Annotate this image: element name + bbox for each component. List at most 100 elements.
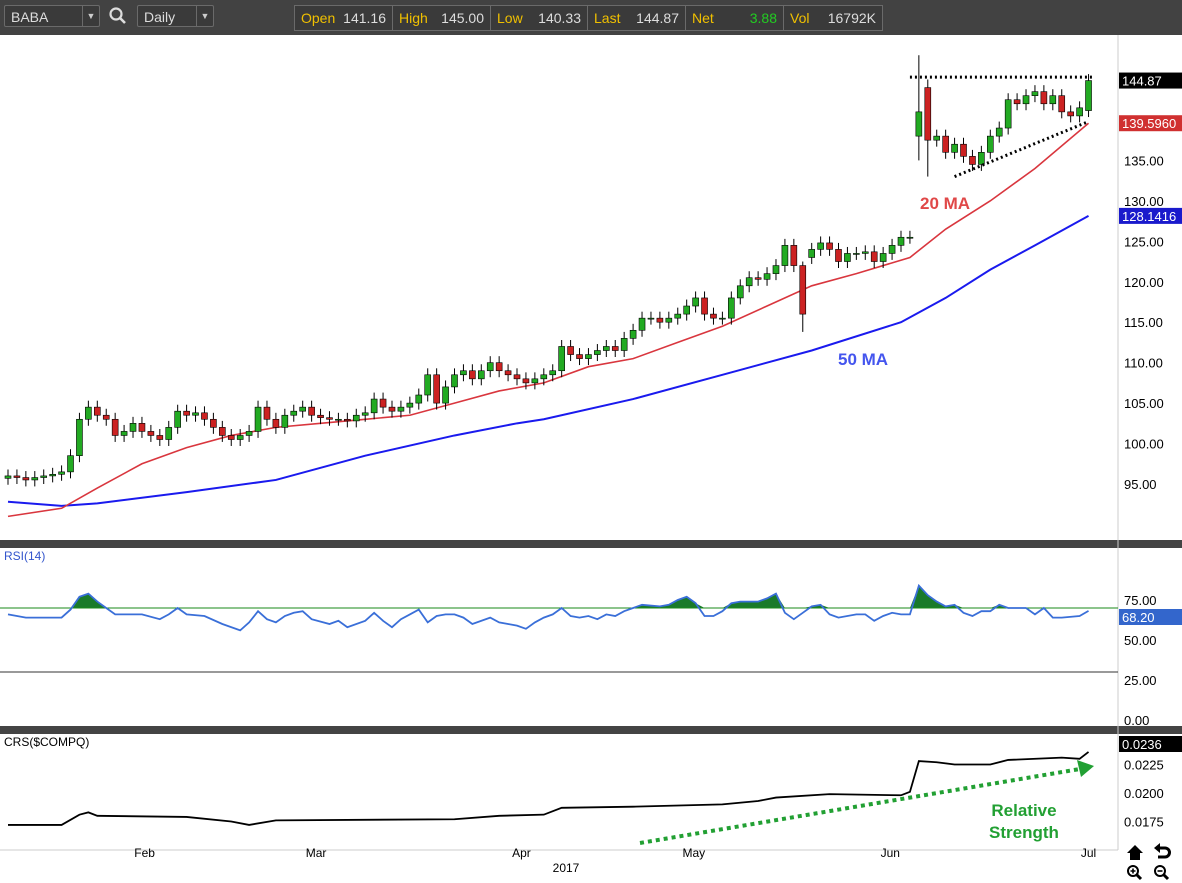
zoom-out-icon[interactable] (1154, 865, 1170, 881)
zoom-in-icon[interactable] (1127, 865, 1143, 881)
candle (85, 406, 92, 420)
candle (22, 477, 30, 481)
candle (522, 378, 530, 384)
candle (1022, 95, 1030, 105)
quote-label: Last (594, 10, 621, 26)
candle (665, 317, 673, 323)
candle (745, 277, 753, 287)
candle (326, 417, 333, 420)
candle (576, 354, 583, 359)
candle (995, 127, 1003, 137)
candle (772, 265, 780, 274)
ma20-annotation: 20 MA (920, 194, 970, 213)
home-icon[interactable] (1127, 845, 1143, 860)
y-tick-label: 135.00 (1124, 153, 1164, 168)
x-tick-label: Apr (512, 846, 531, 860)
candle (754, 277, 762, 280)
interval-value: Daily (144, 9, 176, 25)
candle (49, 473, 56, 477)
candle (138, 423, 146, 432)
candle (406, 402, 414, 408)
relative-strength-annotation: Strength (989, 823, 1059, 842)
symbol-select[interactable]: BABA ▼ (4, 5, 100, 27)
candle (656, 317, 664, 323)
candle (933, 135, 941, 141)
candle (585, 354, 592, 359)
rsi-tick-label: 0.00 (1124, 713, 1149, 728)
candle (763, 273, 771, 280)
candle (344, 418, 351, 422)
candle (210, 418, 217, 428)
x-tick-label: Jun (881, 846, 900, 860)
x-tick-label: May (682, 846, 705, 860)
candle (477, 370, 485, 380)
candle (31, 477, 39, 481)
rsi-tick-label: 25.00 (1124, 673, 1157, 688)
support-line (954, 120, 1090, 178)
candle (317, 414, 324, 418)
candle (174, 410, 181, 428)
candle (897, 236, 905, 246)
candle (853, 253, 860, 255)
candle (826, 242, 833, 250)
candle (388, 406, 396, 412)
candle (1031, 91, 1039, 96)
quote-bar: Open 141.16 High 145.00 Low 140.33 Last 144.87 N… (294, 5, 883, 31)
candle (263, 406, 271, 420)
candle (781, 245, 789, 266)
candle (1085, 80, 1092, 111)
candle (370, 398, 378, 414)
candle (888, 245, 896, 254)
ma50-value-label: 128.1416 (1122, 209, 1176, 224)
panel-divider (0, 726, 1182, 734)
candle (147, 431, 155, 436)
candle (558, 346, 565, 372)
ma50-line (7, 215, 1090, 507)
candle (397, 406, 405, 412)
y-tick-label: 120.00 (1124, 275, 1164, 290)
rsi-overbought-fill (8, 585, 1089, 608)
candle (352, 414, 360, 422)
candle (102, 414, 110, 420)
candle (594, 350, 601, 355)
crs-title: CRS($COMPQ) (4, 735, 89, 749)
candle (620, 338, 628, 351)
candle (201, 412, 208, 420)
candle (817, 242, 824, 250)
candle (844, 253, 851, 262)
quote-label: Open (301, 10, 336, 26)
rsi-line (7, 583, 1089, 632)
candle (1004, 99, 1012, 129)
last-price-label-bg (1119, 72, 1182, 89)
candle (469, 370, 476, 380)
chevron-down-icon[interactable]: ▼ (82, 6, 99, 26)
candle (111, 418, 119, 436)
ma20-line (7, 122, 1090, 518)
candle (379, 398, 387, 408)
candle (861, 251, 869, 254)
quote-label: Vol (790, 10, 810, 26)
rsi-tick-label: 50.00 (1124, 633, 1157, 648)
candle (924, 87, 932, 141)
candle (236, 435, 244, 440)
candle (969, 156, 976, 165)
last-price-label: 144.87 (1122, 74, 1162, 89)
candle (638, 317, 646, 331)
interval-select[interactable]: Daily ▼ (137, 5, 214, 27)
candle (835, 249, 842, 262)
candle (710, 313, 717, 319)
candle (567, 346, 574, 355)
candle (442, 386, 449, 404)
candle (701, 297, 708, 315)
candle (603, 346, 610, 351)
candle (504, 370, 512, 376)
candle (94, 406, 101, 416)
chart-area[interactable]: 95.00 100.00 105.00 110.00 115.00 120.00 125.0… (0, 35, 1182, 883)
candle (192, 412, 199, 416)
candle (1058, 95, 1066, 113)
candle (281, 414, 289, 428)
search-icon[interactable] (108, 6, 128, 26)
candle (960, 143, 967, 157)
chevron-down-icon[interactable]: ▼ (196, 6, 213, 26)
undo-icon[interactable] (1154, 843, 1171, 859)
